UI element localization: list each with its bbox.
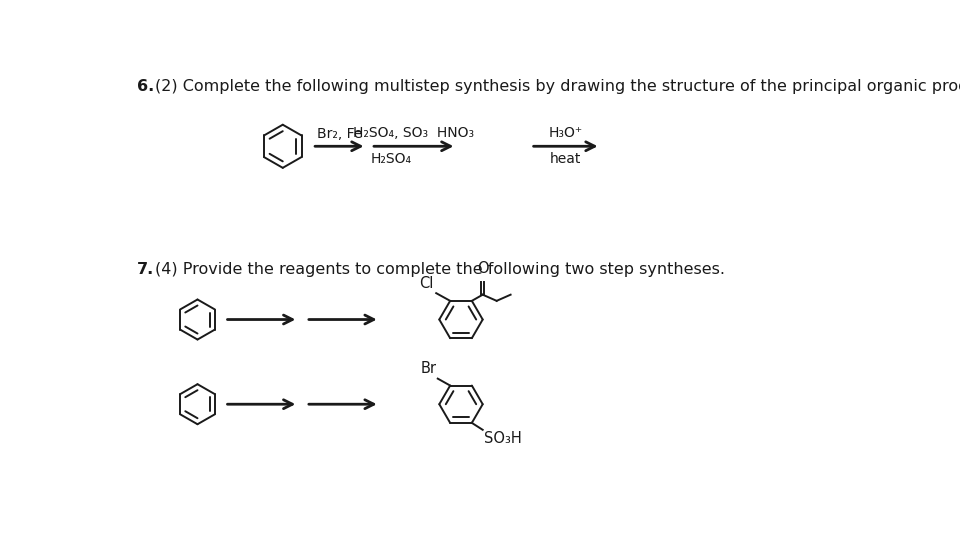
Text: Cl: Cl bbox=[420, 276, 434, 291]
Text: H₂SO₄: H₂SO₄ bbox=[371, 152, 412, 166]
Text: SO₃H: SO₃H bbox=[484, 431, 522, 446]
Text: H₂SO₄, SO₃  HNO₃: H₂SO₄, SO₃ HNO₃ bbox=[353, 126, 474, 140]
Text: H₃O⁺: H₃O⁺ bbox=[548, 126, 583, 140]
Text: Br₂, Fe: Br₂, Fe bbox=[317, 127, 362, 141]
Text: heat: heat bbox=[550, 152, 582, 166]
Text: Br: Br bbox=[420, 362, 436, 376]
Text: (2) Complete the following multistep synthesis by drawing the structure of the p: (2) Complete the following multistep syn… bbox=[155, 79, 960, 94]
Text: (4) Provide the reagents to complete the following two step syntheses.: (4) Provide the reagents to complete the… bbox=[155, 262, 725, 277]
Text: 7.: 7. bbox=[137, 262, 155, 277]
Text: 6.: 6. bbox=[137, 79, 155, 94]
Text: O: O bbox=[477, 261, 489, 276]
